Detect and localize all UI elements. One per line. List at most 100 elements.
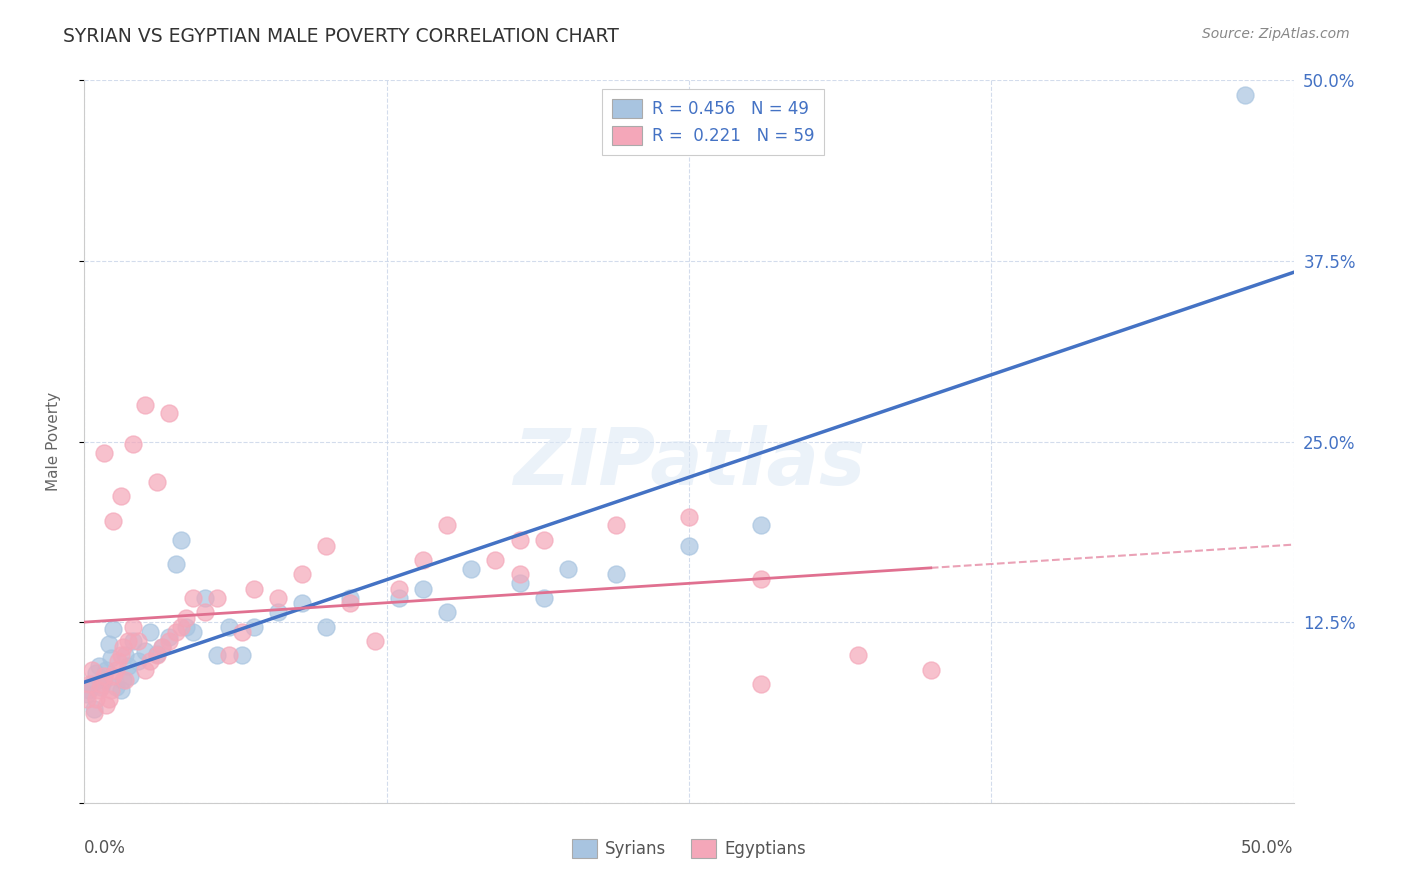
- Point: [146, 647, 169, 661]
- Point: [170, 533, 193, 547]
- Point: [93, 673, 115, 687]
- Point: [114, 648, 136, 663]
- Point: [104, 663, 127, 677]
- Point: [127, 654, 149, 668]
- Point: [83, 706, 105, 721]
- Point: [174, 611, 197, 625]
- Point: [157, 406, 180, 420]
- Point: [77, 683, 100, 698]
- Point: [194, 591, 217, 605]
- Point: [436, 518, 458, 533]
- Point: [87, 658, 110, 673]
- Point: [138, 625, 160, 640]
- Point: [117, 658, 139, 673]
- Point: [93, 446, 115, 460]
- Point: [110, 490, 132, 504]
- Point: [104, 680, 127, 694]
- Y-axis label: Male Poverty: Male Poverty: [46, 392, 60, 491]
- Point: [90, 680, 112, 694]
- Point: [112, 640, 135, 654]
- Point: [846, 648, 869, 663]
- Point: [363, 634, 385, 648]
- Point: [93, 668, 115, 682]
- Point: [100, 651, 122, 665]
- Point: [112, 673, 135, 687]
- Point: [242, 582, 264, 596]
- Point: [509, 533, 531, 547]
- Point: [678, 509, 700, 524]
- Point: [751, 677, 773, 691]
- Point: [388, 582, 411, 596]
- Point: [291, 567, 314, 582]
- Point: [920, 663, 942, 677]
- Point: [86, 665, 108, 680]
- Point: [194, 605, 217, 619]
- Point: [267, 591, 290, 605]
- Point: [134, 644, 156, 658]
- Point: [134, 663, 156, 677]
- Point: [97, 691, 120, 706]
- Point: [242, 619, 264, 633]
- Point: [94, 663, 117, 677]
- Point: [751, 572, 773, 586]
- Point: [678, 539, 700, 553]
- Point: [86, 691, 108, 706]
- Point: [121, 634, 143, 648]
- Point: [509, 576, 531, 591]
- Point: [103, 668, 125, 682]
- Point: [83, 702, 105, 716]
- Point: [267, 605, 290, 619]
- Point: [80, 663, 103, 677]
- Point: [557, 562, 579, 576]
- Point: [339, 591, 361, 605]
- Legend: Syrians, Egyptians: Syrians, Egyptians: [564, 830, 814, 867]
- Point: [174, 619, 197, 633]
- Point: [315, 619, 337, 633]
- Point: [165, 558, 187, 572]
- Point: [165, 625, 187, 640]
- Point: [100, 683, 122, 698]
- Point: [157, 630, 180, 644]
- Text: 0.0%: 0.0%: [84, 838, 127, 857]
- Point: [533, 591, 555, 605]
- Point: [484, 553, 506, 567]
- Point: [146, 648, 169, 663]
- Point: [1234, 87, 1257, 102]
- Point: [436, 605, 458, 619]
- Text: ZIPatlas: ZIPatlas: [513, 425, 865, 501]
- Point: [121, 619, 143, 633]
- Point: [87, 683, 110, 698]
- Point: [117, 634, 139, 648]
- Point: [146, 475, 169, 489]
- Point: [412, 582, 434, 596]
- Point: [107, 654, 129, 668]
- Point: [605, 567, 627, 582]
- Point: [181, 625, 204, 640]
- Point: [207, 648, 229, 663]
- Point: [509, 567, 531, 582]
- Point: [291, 596, 314, 610]
- Point: [218, 619, 240, 633]
- Point: [150, 640, 173, 654]
- Point: [80, 677, 103, 691]
- Point: [157, 634, 180, 648]
- Point: [77, 677, 100, 691]
- Point: [94, 698, 117, 712]
- Point: [231, 625, 253, 640]
- Point: [605, 518, 627, 533]
- Point: [231, 648, 253, 663]
- Text: 50.0%: 50.0%: [1241, 838, 1294, 857]
- Point: [150, 640, 173, 654]
- Point: [170, 619, 193, 633]
- Point: [218, 648, 240, 663]
- Point: [460, 562, 482, 576]
- Text: SYRIAN VS EGYPTIAN MALE POVERTY CORRELATION CHART: SYRIAN VS EGYPTIAN MALE POVERTY CORRELAT…: [63, 27, 619, 45]
- Point: [339, 596, 361, 610]
- Point: [76, 687, 98, 701]
- Point: [533, 533, 555, 547]
- Point: [121, 437, 143, 451]
- Point: [412, 553, 434, 567]
- Point: [134, 398, 156, 412]
- Point: [138, 654, 160, 668]
- Point: [103, 623, 125, 637]
